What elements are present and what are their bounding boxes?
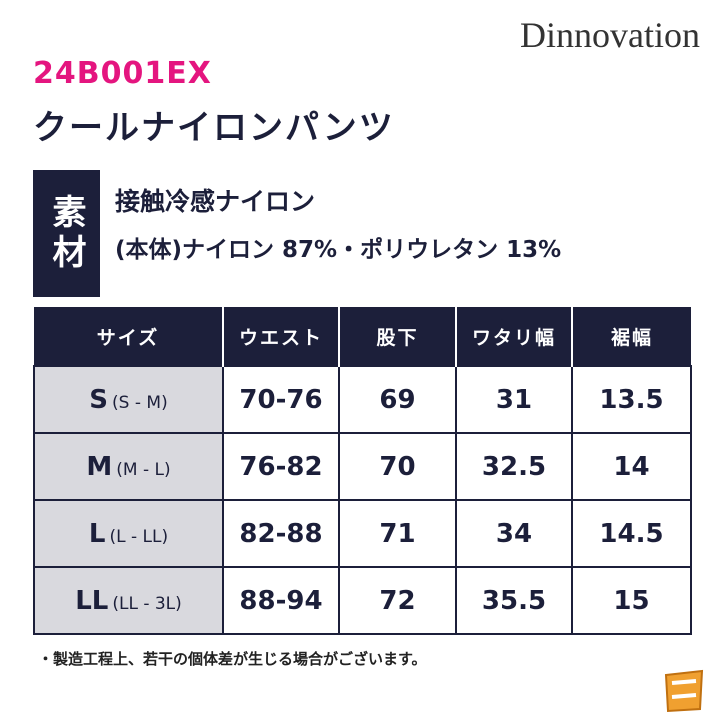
header-cell: ウエスト <box>222 307 339 366</box>
header-cell: ワタリ幅 <box>455 307 572 366</box>
value-cell: 88-94 <box>222 566 340 635</box>
size-cell: LL (LL - 3L) <box>33 566 224 635</box>
brand: Dinnovation <box>520 15 700 55</box>
table-row: M (M - L) 76-82 70 32.5 14 <box>33 432 692 501</box>
logo <box>664 669 704 713</box>
value-cell: 32.5 <box>455 432 573 501</box>
header-row: サイズ ウエスト 股下 ワタリ幅 裾幅 <box>34 307 691 366</box>
size-range: (LL - 3L) <box>112 593 182 614</box>
size-table: サイズ ウエスト 股下 ワタリ幅 裾幅 S (S - M) 70-76 69 31 13.5 M (M… <box>33 307 692 635</box>
size: L <box>88 518 106 549</box>
value-cell: 70 <box>338 432 457 501</box>
value-cell: 72 <box>338 566 457 635</box>
material-box: 素材 <box>33 170 100 297</box>
size-range: (L - LL) <box>109 526 169 547</box>
size-cell: L (L - LL) <box>33 499 224 568</box>
header-cell: 股下 <box>338 307 456 366</box>
size: S <box>89 384 109 415</box>
material-label: 素材 <box>46 193 86 274</box>
size-cell: S (S - M) <box>33 365 224 434</box>
table-row: L (L - LL) 82-88 71 34 14.5 <box>33 499 692 568</box>
product-code: 24B001EX <box>33 56 212 91</box>
value-cell: 82-88 <box>222 499 340 568</box>
value-cell: 14 <box>571 432 692 501</box>
value-cell: 69 <box>338 365 457 434</box>
note: ・製造工程上、若干の個体差が生じる場合がございます。 <box>38 650 427 668</box>
header-cell: 裾幅 <box>571 307 691 366</box>
size: LL <box>75 585 109 616</box>
material-line: 接触冷感ナイロン <box>115 187 316 216</box>
value-cell: 35.5 <box>455 566 573 635</box>
value-cell: 31 <box>455 365 573 434</box>
header-cell: サイズ <box>34 307 223 366</box>
product-name: クールナイロンパンツ <box>33 108 395 148</box>
value-cell: 13.5 <box>571 365 692 434</box>
size-range: (M - L) <box>116 459 171 480</box>
table-row: LL (LL - 3L) 88-94 72 35.5 15 <box>33 566 692 635</box>
size-range: (S - M) <box>112 392 168 413</box>
value-cell: 34 <box>455 499 573 568</box>
value-cell: 71 <box>338 499 457 568</box>
material-line: (本体)ナイロン 87%・ポリウレタン 13% <box>115 237 562 263</box>
value-cell: 15 <box>571 566 692 635</box>
size-cell: M (M - L) <box>33 432 224 501</box>
size: M <box>86 451 113 482</box>
value-cell: 76-82 <box>222 432 340 501</box>
value-cell: 14.5 <box>571 499 692 568</box>
table-row: S (S - M) 70-76 69 31 13.5 <box>33 365 692 434</box>
value-cell: 70-76 <box>222 365 340 434</box>
